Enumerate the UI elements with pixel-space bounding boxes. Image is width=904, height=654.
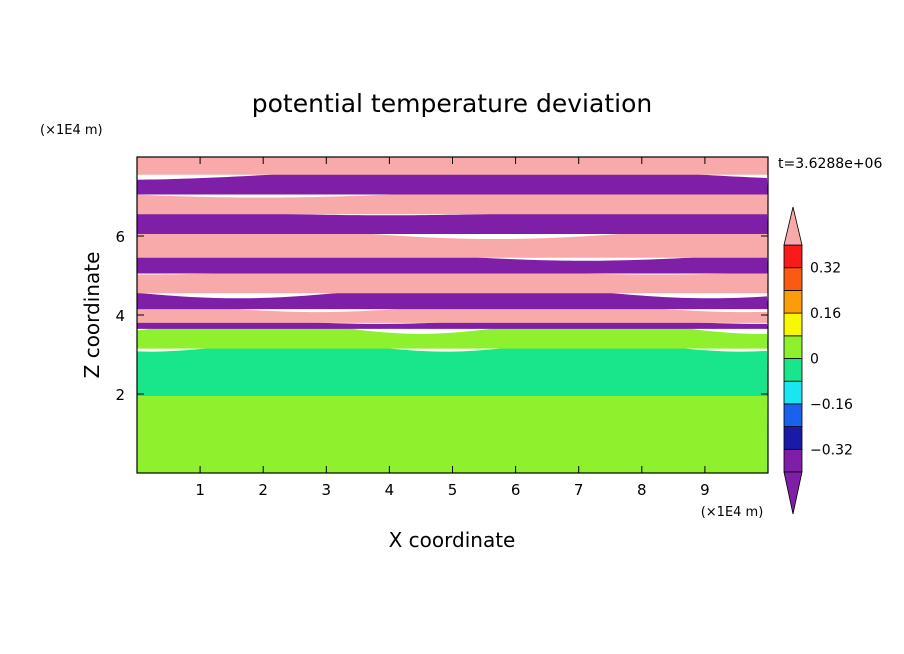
y-tick-label: 2 (115, 386, 125, 404)
colorbar-label: −0.32 (810, 442, 853, 458)
x-axis-ticks: 1 2 3 4 5 6 7 8 9 (195, 157, 710, 499)
contour-band (137, 284, 768, 310)
colorbar-segment (783, 426, 803, 450)
colorbar-segment (783, 312, 803, 337)
y-axis-ticks: 2 4 6 (115, 228, 768, 404)
colorbar-segment (783, 358, 803, 382)
colorbar-label: 0.16 (810, 306, 841, 322)
contour-band (137, 394, 768, 473)
colorbar: 0.32 0.16 0 −0.16 −0.32 (783, 206, 853, 515)
y-tick-label: 4 (115, 307, 125, 325)
colorbar-extend-bottom (783, 471, 803, 515)
x-tick-label: 2 (258, 481, 268, 499)
x-tick-label: 5 (448, 481, 458, 499)
colorbar-segment (783, 335, 803, 359)
colorbar-segment (783, 403, 803, 427)
colorbar-segment (783, 289, 803, 314)
colorbar-segment (783, 380, 803, 405)
colorbar-label: 0 (810, 352, 819, 368)
x-axis-unit: (×1E4 m) (701, 505, 764, 520)
y-axis-unit: (×1E4 m) (40, 123, 103, 138)
y-tick-label: 6 (115, 228, 125, 246)
plot-area (137, 157, 768, 473)
x-tick-label: 7 (574, 481, 584, 499)
x-tick-label: 9 (700, 481, 710, 499)
x-axis-label: X coordinate (389, 528, 516, 552)
x-tick-label: 4 (385, 481, 395, 499)
contour-band (137, 157, 768, 175)
colorbar-label: 0.32 (810, 261, 841, 277)
x-tick-label: 1 (195, 481, 205, 499)
colorbar-label: −0.16 (810, 397, 853, 413)
x-tick-label: 6 (511, 481, 521, 499)
contour-band (137, 341, 768, 396)
contour-band (137, 209, 768, 235)
chart-title: potential temperature deviation (252, 89, 652, 118)
colorbar-extend-top (783, 206, 803, 246)
y-axis-label: Z coordinate (80, 252, 104, 379)
colorbar-segment (783, 244, 803, 269)
time-label: t=3.6288e+06 (778, 156, 882, 172)
colorbar-segment (783, 448, 803, 473)
colorbar-segment (783, 267, 803, 291)
x-tick-label: 3 (322, 481, 332, 499)
x-tick-label: 8 (637, 481, 647, 499)
contour-band (137, 268, 768, 294)
